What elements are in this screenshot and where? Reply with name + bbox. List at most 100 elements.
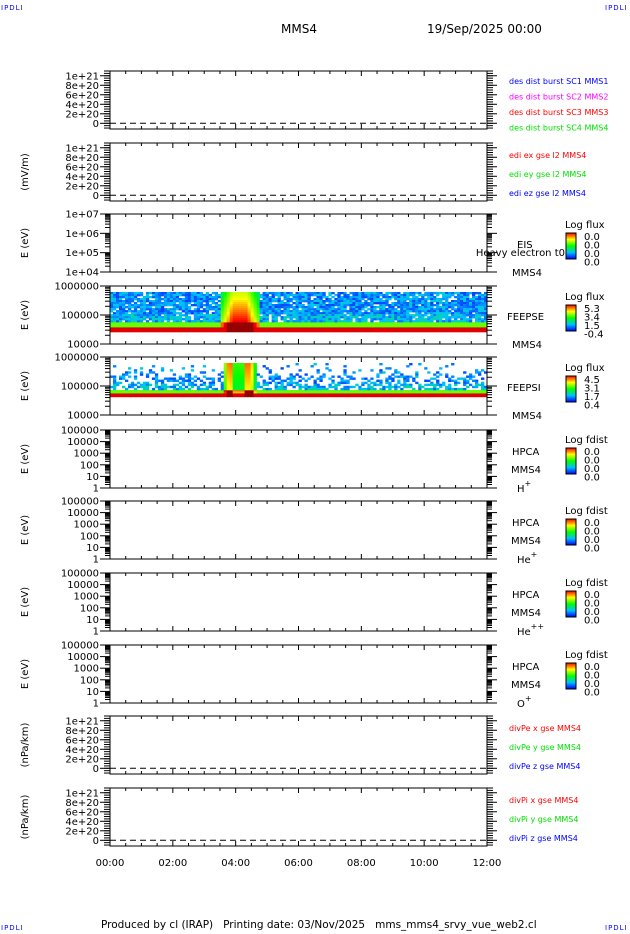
spectrogram-cell [433,322,437,325]
spectrogram-cell [175,387,180,391]
spectrogram-cell [223,296,227,299]
spectrogram-cell [226,294,230,297]
spectrogram-cell [217,296,221,299]
spectrogram-cell [436,375,440,378]
spectrogram-cell [436,308,440,311]
spectrogram-cell [256,327,260,330]
spectrogram-cell [334,314,338,317]
spectrogram-cell [445,314,449,317]
spectrogram-cell [184,375,189,378]
spectrogram-cell [397,390,401,392]
spectrogram-cell [481,304,485,307]
spectrogram-cell [202,318,207,321]
y-tick-label: 1e+21 [65,71,99,82]
spectrogram-cell [292,390,296,392]
spectrogram-cell [136,318,141,321]
spectrogram-cell [184,391,189,394]
spectrogram-cell [463,300,467,303]
legend-entry: edi ex gse l2 MMS4 [509,151,586,160]
spectrogram-cell [125,294,129,297]
spectrogram-cell [466,381,470,385]
spectrogram-cell [110,385,114,389]
spectrogram-cell [427,312,431,315]
spectrogram-cell [298,316,302,319]
spectrogram-cell [196,318,201,321]
spectrogram-cell [373,383,377,387]
spectrogram-cell [214,296,218,299]
colorbar-title: Log fdist [565,650,608,661]
spectrogram-cell [241,322,245,325]
spectrogram-cell [166,379,171,382]
spectrogram-cell [370,327,374,330]
spectrogram-cell [433,296,437,299]
spectrogram-cell [211,300,215,303]
spectrogram-cell [208,393,212,396]
spectrogram-cell [385,320,389,323]
spectrogram-cell [232,314,236,317]
spectrogram-cell [250,390,254,392]
spectrogram-cell [119,310,123,313]
spectrogram-cell [412,314,416,317]
spectrogram-cell [328,318,332,321]
spectrogram-cell [394,310,398,313]
spectrogram-cell [178,395,183,398]
spectrogram-cell [418,314,422,317]
spectrogram-cell [376,373,380,376]
spectrogram-cell [217,300,221,303]
spectrogram-cell [110,306,114,309]
spectrogram-cell [142,314,147,317]
spectrogram-cell [178,318,183,321]
spacecraft-label: MMS4 [511,465,541,476]
spectrogram-cell [454,381,458,385]
spectrogram-cell [208,390,212,392]
spectrogram-cell [319,314,323,317]
spectrogram-cell [190,324,195,328]
spectrogram-cell [136,391,141,394]
spectrogram-cell [484,310,488,313]
spectrogram-cell [133,318,138,321]
spectrogram-cell [271,379,275,382]
spectrogram-cell [238,363,242,366]
spectrogram-cell [478,395,482,398]
spectrogram-cell [322,375,326,378]
spectrogram-cell [125,296,129,299]
spectrogram-cell [148,393,153,396]
spectrogram-cell [439,312,443,315]
spectrogram-cell [145,383,150,387]
spectrogram-cell [265,292,269,295]
spectrogram-cell [409,383,413,387]
spectrogram-cell [199,395,204,398]
spectrogram-cell [214,302,218,305]
spectrogram-cell [274,304,278,307]
spectrogram-cell [331,390,335,392]
spectrogram-cell [244,324,248,328]
spectrogram-cell [295,310,299,313]
spectrogram-cell [454,292,458,295]
spectrogram-cell [238,385,242,389]
instrument-label: HPCA [512,590,540,601]
spectrogram-cell [172,296,177,299]
spectrogram-cell [226,367,230,370]
spectrogram-cell [385,300,389,303]
spectrogram-cell [355,306,359,309]
spectrogram-cell [217,294,221,297]
spectrogram-cell [370,395,374,398]
spectrogram-cell [187,298,192,301]
spectrogram-cell [385,322,389,325]
colorbar-value: 0.0 [584,527,600,538]
spectrogram-cell [116,318,120,321]
spectrogram-cell [442,296,446,299]
spectrogram-cell [196,377,201,380]
spectrogram-cell [283,395,287,398]
spectrogram-cell [253,391,257,394]
spectrogram-cell [379,320,383,323]
spectrogram-cell [361,329,365,333]
spectrogram-cell [412,393,416,396]
spectrogram-cell [481,296,485,299]
spectrogram-cell [202,390,207,392]
spectrogram-cell [451,316,455,319]
spectrogram-cell [481,308,485,311]
